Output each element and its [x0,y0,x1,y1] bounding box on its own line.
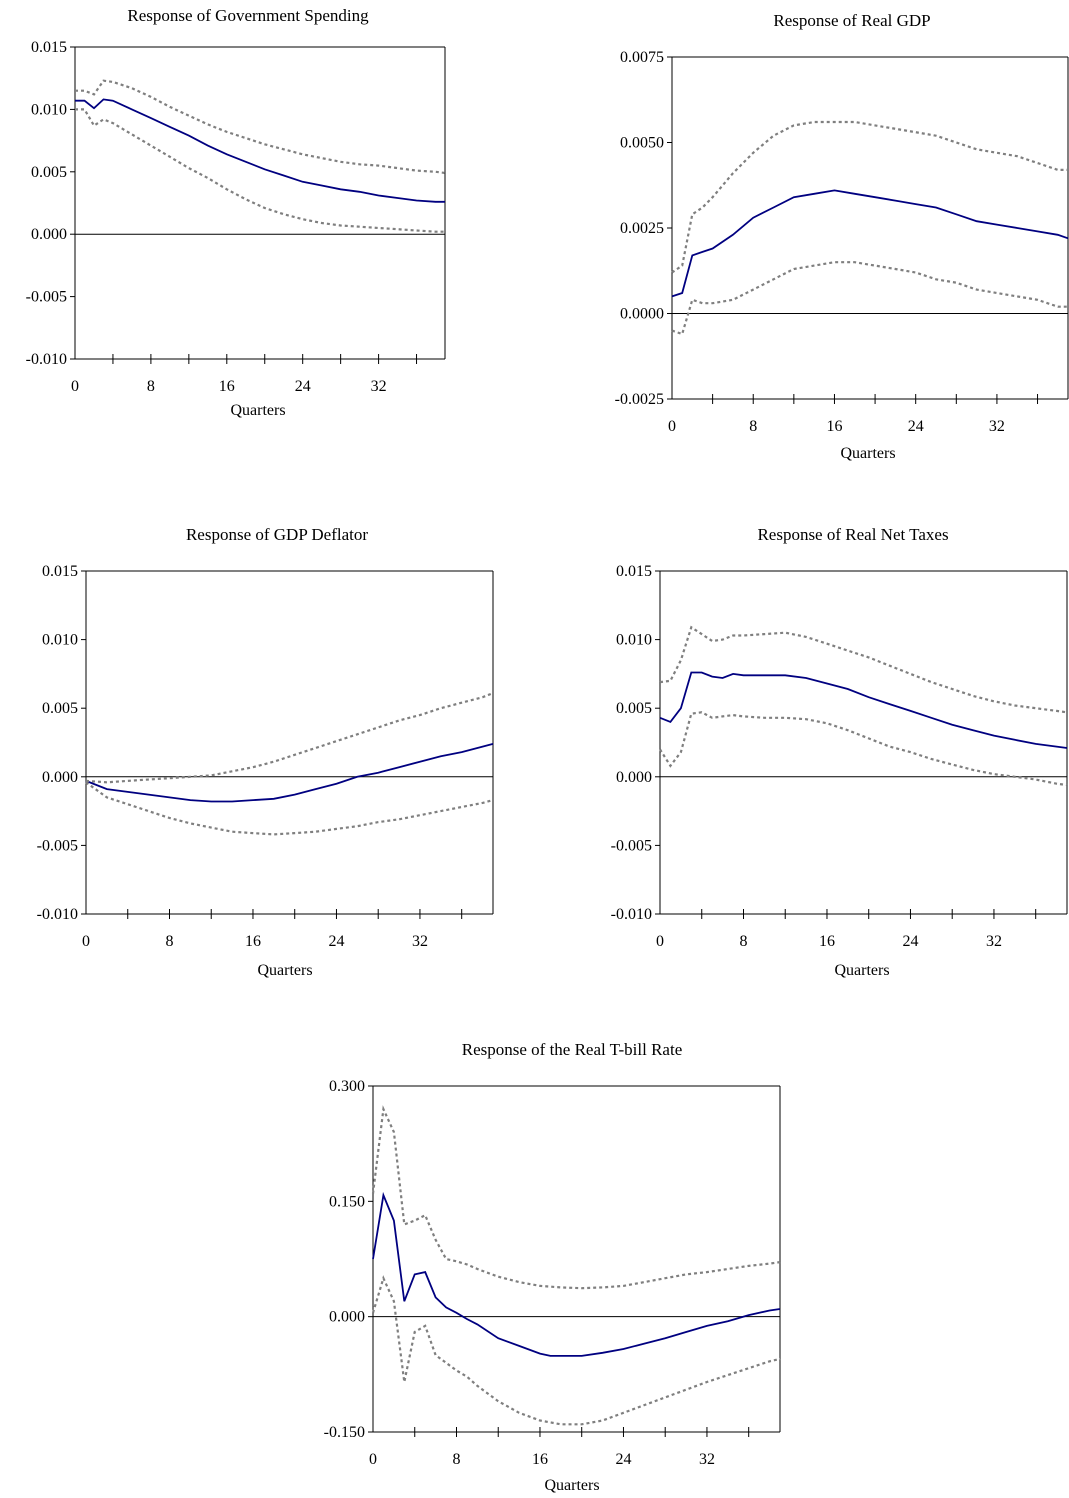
y-tick-label: -0.010 [26,351,67,368]
y-tick-label: 0.010 [42,632,78,649]
panel-real-gdp: Response of Real GDP -0.0025 0.0000 0.0025… [615,11,1069,462]
y-tick-label: -0.150 [324,1424,365,1441]
confidence-band-upper [85,692,494,784]
x-tick-label: 8 [749,418,757,435]
panel-government-spending: Response of Government Spending -0.010-0… [26,6,446,419]
x-axis-label: Quarters [840,445,895,462]
y-tick-label: 0.000 [616,769,652,786]
confidence-band-lower [659,711,1068,787]
x-tick-label: 8 [739,933,747,950]
y-tick-label: 0.0075 [620,49,664,66]
x-tick-label: 24 [328,933,344,950]
x-tick-label: 8 [452,1451,460,1468]
x-tick-label: 16 [819,933,835,950]
y-tick-label: 0.150 [329,1193,365,1210]
plot-area: -0.0025 0.0000 0.0025 0.0050 0.0075 0 8 16 24 32 [615,49,1069,435]
x-tick-label: 0 [656,933,664,950]
y-tick-label: 0.000 [329,1309,365,1326]
panel-gdp-deflator: Response of GDP Deflator -0.010 -0.005 0.0… [37,525,494,979]
y-tick-label: 0.0050 [620,135,664,152]
confidence-band-upper [671,120,1068,274]
impulse-response-line [659,671,1068,749]
impulse-response-line [85,743,494,803]
confidence-band-upper [659,625,1068,714]
impulse-response-line [75,98,445,203]
panel-title: Response of Real GDP [773,11,930,30]
x-tick-label: 0 [369,1451,377,1468]
panel-title: Response of GDP Deflator [186,525,368,544]
confidence-band-upper [371,1105,781,1290]
confidence-band-upper [75,79,446,175]
confidence-band-lower [75,108,445,233]
x-tick-label: 16 [826,418,842,435]
y-tick-label: -0.010 [37,906,78,923]
x-tick-label: 32 [371,378,387,395]
confidence-band-lower [85,781,494,836]
confidence-band-lower [671,261,1068,336]
y-tick-label: -0.005 [26,289,67,306]
x-axis-label: Quarters [230,402,285,419]
panel-title: Response of Real Net Taxes [757,525,948,544]
x-tick-label: 0 [82,933,90,950]
x-tick-label: 32 [699,1451,715,1468]
x-tick-label: 8 [165,933,173,950]
y-tick-label: 0.005 [616,700,652,717]
x-tick-label: 0 [668,418,676,435]
x-tick-label: 0 [71,378,79,395]
x-tick-label: 16 [219,378,235,395]
plot-area: -0.010 -0.005 0.000 0.005 0.010 0.015 0 8 16 24 32 [26,39,446,395]
y-tick-label: 0.300 [329,1078,365,1095]
y-tick-label: 0.015 [616,563,652,580]
x-tick-label: 32 [989,418,1005,435]
x-tick-label: 24 [295,378,311,395]
plot-area: -0.010 -0.005 0.000 0.005 0.010 0.015 0 8 16 24 32 [611,563,1068,950]
y-tick-label: 0.0025 [620,220,664,237]
plot-area: -0.150 0.000 0.150 0.300 0 8 16 24 32 [324,1078,781,1468]
x-axis-label: Quarters [544,1477,599,1494]
x-axis-label: Quarters [834,962,889,979]
x-tick-label: 24 [908,418,924,435]
y-tick-label: -0.005 [37,837,78,854]
panel-real-t-bill-rate: Response of the Real T-bill Rate -0.1500… [324,1040,781,1494]
y-tick-label: 0.005 [42,700,78,717]
y-tick-label: -0.005 [611,837,652,854]
impulse-response-line [671,189,1069,298]
panel-title: Response of Government Spending [127,6,369,25]
x-tick-label: 24 [902,933,918,950]
x-tick-label: 32 [412,933,428,950]
x-tick-label: 32 [986,933,1002,950]
x-axis-label: Quarters [257,962,312,979]
y-tick-label: 0.015 [31,39,67,56]
confidence-band-lower [371,1275,781,1426]
y-tick-label: 0.010 [616,632,652,649]
y-tick-label: 0.015 [42,563,78,580]
y-tick-label: -0.0025 [615,391,664,408]
plot-area: -0.010 -0.005 0.000 0.005 0.010 0.015 0 8 16 24 32 [37,563,494,950]
y-tick-label: 0.005 [31,164,67,181]
x-tick-label: 24 [615,1451,631,1468]
y-tick-label: 0.010 [31,101,67,118]
y-tick-label: -0.010 [611,906,652,923]
y-tick-label: 0.000 [31,226,67,243]
panel-title: Response of the Real T-bill Rate [462,1040,683,1059]
x-tick-label: 16 [532,1451,548,1468]
x-tick-label: 16 [245,933,261,950]
impulse-response-line [372,1191,781,1357]
y-tick-label: 0.0000 [620,306,664,323]
y-tick-label: 0.000 [42,769,78,786]
panel-real-net-taxes: Response of Real Net Taxes -0.010 -0.005 0… [611,525,1068,979]
x-tick-label: 8 [147,378,155,395]
